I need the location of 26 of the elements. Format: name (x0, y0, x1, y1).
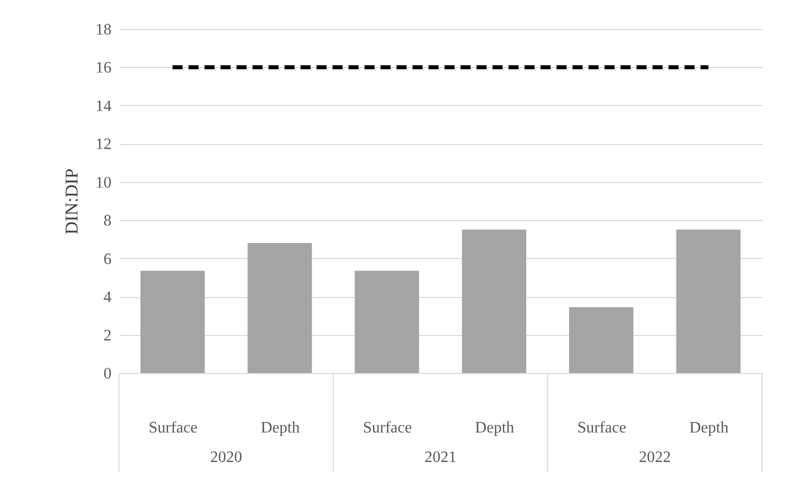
x-tick-label: Depth (475, 420, 514, 436)
y-tick-label: 8 (104, 212, 112, 230)
text: 2022 (638, 449, 671, 466)
x-tick-label: Depth (689, 420, 728, 436)
y-tick-label: 10 (96, 174, 112, 192)
bar (569, 307, 634, 373)
bar (248, 243, 312, 373)
y-tick-label: 2 (104, 327, 112, 344)
x-tick-label: Surface (148, 420, 198, 436)
text: 2021 (424, 449, 456, 466)
y-axis-title: DIN:DIP (62, 168, 82, 234)
y-tick-label: 16 (96, 60, 112, 77)
x-tick-label: Surface (362, 420, 412, 436)
x-tick-label: Depth (260, 420, 300, 436)
text: 2020 (210, 449, 242, 466)
x-tick-label: Surface (577, 420, 626, 436)
y-tick-label: 12 (96, 136, 112, 154)
y-tick-label: 18 (96, 22, 112, 38)
bar (354, 270, 420, 373)
bar (462, 230, 526, 373)
y-tick-label: 0 (104, 366, 112, 382)
y-tick-label: 14 (96, 98, 112, 115)
y-tick-label: 6 (104, 250, 112, 268)
y-tick-label: 4 (104, 289, 112, 306)
bar (676, 230, 741, 373)
bar (140, 270, 205, 373)
